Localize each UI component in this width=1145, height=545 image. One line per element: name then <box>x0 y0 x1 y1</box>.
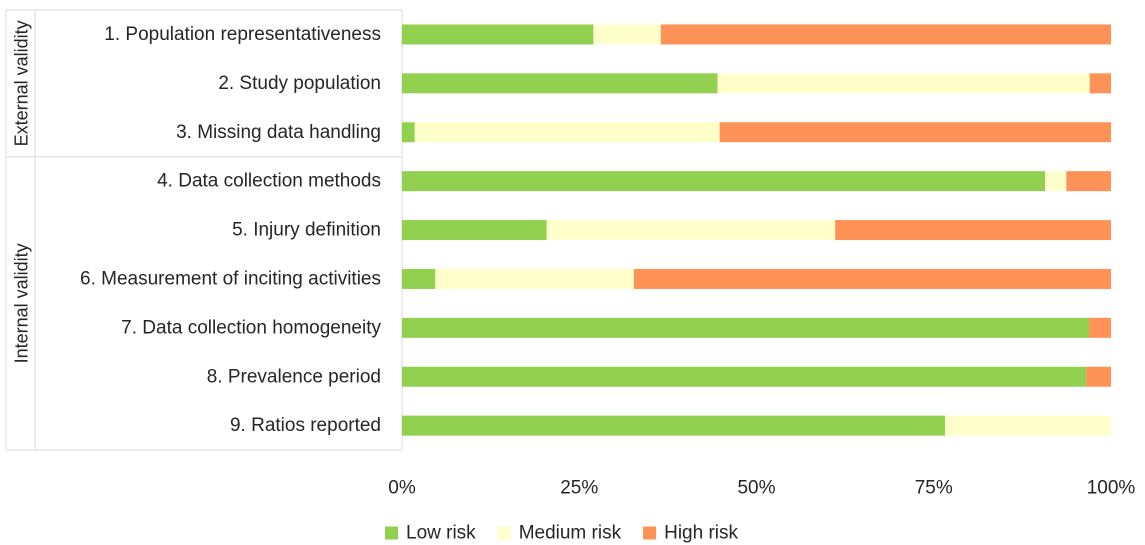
category-label: 5. Injury definition <box>232 220 381 241</box>
group-labels: External validity Internal validity <box>12 20 32 363</box>
bar-segment <box>402 317 1090 338</box>
x-tick-label: 0% <box>388 478 416 499</box>
category-label: 7. Data collection homogeneity <box>121 317 381 338</box>
legend-swatch <box>497 526 511 540</box>
category-label: 3. Missing data handling <box>176 122 381 143</box>
legend: Low risk Medium risk High risk <box>385 523 738 544</box>
bar-segment <box>1089 317 1111 338</box>
legend-label: Low risk <box>406 523 476 544</box>
bar-segment <box>546 220 836 241</box>
x-tick-label: 75% <box>915 478 953 499</box>
bars-layer <box>402 24 1111 436</box>
bar-segment <box>402 171 1046 192</box>
bar-segment <box>1086 366 1111 387</box>
category-label: 4. Data collection methods <box>157 171 381 192</box>
bar-segment <box>945 415 1111 436</box>
legend-swatch <box>385 526 398 540</box>
bar-segment <box>435 268 634 289</box>
bar-segment <box>633 268 1111 289</box>
legend-label: Medium risk <box>519 523 622 544</box>
category-label: 9. Ratios reported <box>230 415 381 436</box>
x-tick-label: 50% <box>737 478 775 499</box>
bar-segment <box>414 122 720 143</box>
bar-segment <box>593 24 661 45</box>
category-label: 8. Prevalence period <box>207 366 381 387</box>
bar-segment <box>402 24 594 45</box>
bar-segment <box>402 73 718 94</box>
group-label: External validity <box>12 20 32 146</box>
bar-segment <box>717 73 1090 94</box>
bar-segment <box>402 268 436 289</box>
category-label: 2. Study population <box>218 73 381 94</box>
bar-segment <box>1066 171 1111 192</box>
bar-segment <box>835 220 1111 241</box>
bar-segment <box>402 220 547 241</box>
bar-segment <box>402 122 415 143</box>
x-tick-label: 100% <box>1087 478 1136 499</box>
group-label: Internal validity <box>12 243 32 363</box>
bar-segment <box>1089 73 1111 94</box>
bar-segment <box>402 366 1087 387</box>
category-label: 1. Population representativeness <box>104 24 381 45</box>
category-label: 6. Measurement of inciting activities <box>80 268 381 289</box>
x-axis-ticks: 0% 25% 50% 75% 100% <box>388 478 1135 499</box>
bar-segment <box>719 122 1111 143</box>
bar-segment <box>1045 171 1067 192</box>
category-labels: 1. Population representativeness 2. Study… <box>80 24 381 436</box>
bar-segment <box>660 24 1111 45</box>
legend-swatch <box>643 526 657 540</box>
x-tick-label: 25% <box>560 478 598 499</box>
bar-segment <box>402 415 946 436</box>
legend-label: High risk <box>664 523 738 544</box>
